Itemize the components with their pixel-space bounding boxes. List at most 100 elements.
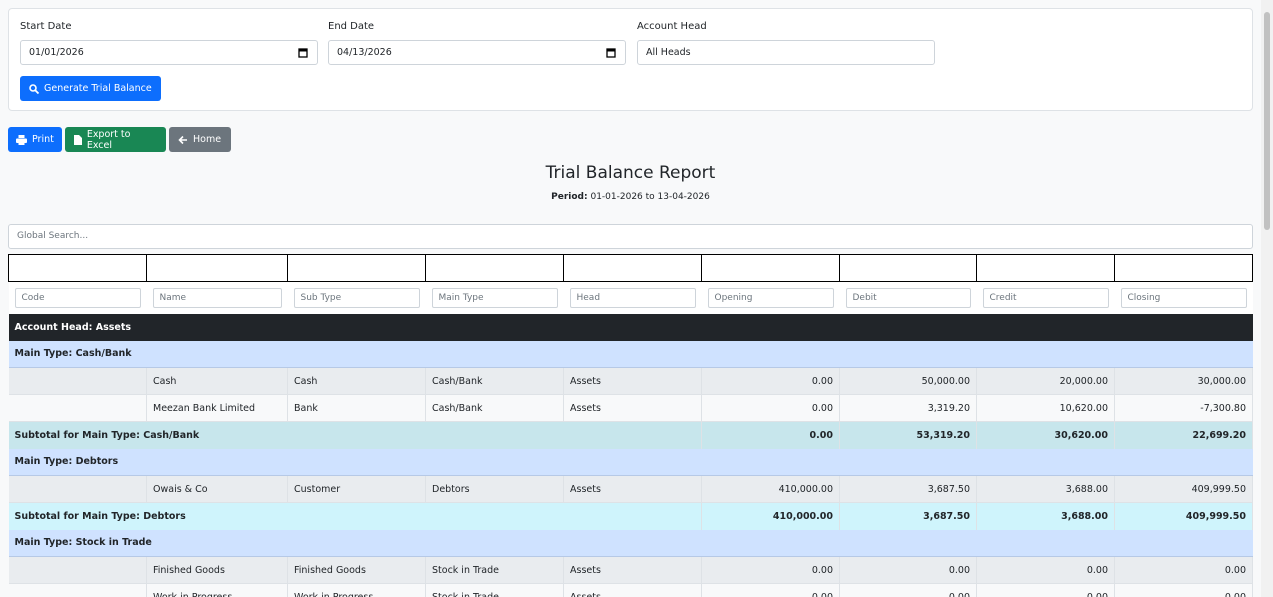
filter-cell: Name: [146, 281, 288, 314]
print-button[interactable]: Print: [8, 127, 62, 152]
end-date-label: End Date: [328, 21, 375, 32]
cell: Work in Progress: [287, 583, 426, 597]
account-head-select[interactable]: All Heads: [637, 40, 935, 65]
column-filter[interactable]: Debit: [845, 287, 971, 308]
cell: Assets: [563, 556, 702, 584]
cell: Meezan Bank Limited: [146, 394, 288, 422]
main-type-title: Main Type: Cash/Bank: [8, 340, 1253, 368]
header-cell: [563, 254, 702, 282]
filter-cell: Credit: [976, 281, 1115, 314]
start-date-input[interactable]: 01/01/2026: [20, 40, 318, 65]
subtotal-row: Subtotal for Main Type: Cash/Bank 0.00 53,…: [8, 421, 1253, 449]
amount-cell: 0.00: [1114, 583, 1253, 597]
end-date-input[interactable]: 04/13/2026: [328, 40, 626, 65]
code-cell: [8, 556, 147, 584]
period-label: Period:: [551, 192, 588, 202]
amount-cell: 20,000.00: [976, 367, 1115, 395]
cell: Bank: [287, 394, 426, 422]
cell: Assets: [563, 367, 702, 395]
header-row: [8, 254, 1253, 282]
cell: Stock in Trade: [425, 556, 564, 584]
start-date-label: Start Date: [20, 21, 72, 32]
column-filter[interactable]: Name: [152, 287, 282, 308]
main-type-row: Main Type: Stock in Trade: [8, 529, 1253, 557]
excel-icon: [74, 134, 82, 145]
scroll-thumb: [1264, 12, 1270, 230]
home-button[interactable]: Home: [169, 127, 231, 152]
cell: Cash: [146, 367, 288, 395]
subtotal-row: Subtotal for Main Type: Debtors 410,000.0…: [8, 502, 1253, 530]
subtotal-amount: 53,319.20: [839, 421, 977, 449]
account-head-title: Account Head: Assets: [8, 313, 1253, 341]
column-filter[interactable]: Head: [569, 287, 696, 308]
cell: Assets: [563, 475, 702, 503]
amount-cell: 50,000.00: [839, 367, 977, 395]
header-cell: [8, 254, 147, 282]
data-row: Owais & Co Customer Debtors Assets 410,000.0…: [8, 475, 1253, 503]
subtotal-amount: 0.00: [701, 421, 840, 449]
amount-cell: 10,620.00: [976, 394, 1115, 422]
global-search[interactable]: Global Search...: [8, 224, 1253, 249]
cell: Customer: [287, 475, 426, 503]
trial-balance-table: Code Name Sub Type Main Type Head Opening Debi…: [8, 254, 1253, 597]
report-period: Period: 01-01-2026 to 13-04-2026: [0, 192, 1261, 202]
column-filter[interactable]: Code: [14, 287, 141, 308]
amount-cell: 0.00: [976, 556, 1115, 584]
subtotal-amount: 30,620.00: [976, 421, 1115, 449]
filter-row: Code Name Sub Type Main Type Head Opening Debi…: [8, 281, 1253, 314]
amount-cell: 0.00: [701, 367, 840, 395]
column-filter[interactable]: Closing: [1120, 287, 1247, 308]
cell: Finished Goods: [287, 556, 426, 584]
amount-cell: 3,687.50: [839, 475, 977, 503]
calendar-icon: [606, 48, 616, 58]
generate-button[interactable]: Generate Trial Balance: [20, 76, 161, 101]
main-type-row: Main Type: Cash/Bank: [8, 340, 1253, 368]
amount-cell: 410,000.00: [701, 475, 840, 503]
code-cell: [8, 475, 147, 503]
code-cell: [8, 367, 147, 395]
cell: Assets: [563, 394, 702, 422]
account-head-row: Account Head: Assets: [8, 313, 1253, 341]
scrollbar: [1261, 0, 1273, 597]
amount-cell: 0.00: [976, 583, 1115, 597]
cell: Owais & Co: [146, 475, 288, 503]
filter-cell: Closing: [1114, 281, 1253, 314]
account-head-label: Account Head: [637, 21, 707, 32]
filter-cell: Opening: [701, 281, 840, 314]
end-date-value: 04/13/2026: [337, 47, 392, 58]
column-filter[interactable]: Main Type: [431, 287, 558, 308]
print-text: Print: [32, 134, 54, 145]
filter-cell: Main Type: [425, 281, 564, 314]
amount-cell: 30,000.00: [1114, 367, 1253, 395]
filter-cell: Sub Type: [287, 281, 426, 314]
amount-cell: 0.00: [839, 583, 977, 597]
period-value: 01-01-2026 to 13-04-2026: [590, 192, 710, 202]
print-icon: [16, 134, 27, 145]
column-filter[interactable]: Opening: [707, 287, 834, 308]
column-filter[interactable]: Credit: [982, 287, 1109, 308]
account-head-value: All Heads: [646, 47, 691, 58]
code-cell: [8, 394, 147, 422]
data-row: Cash Cash Cash/Bank Assets 0.00 50,000.00 20,0…: [8, 367, 1253, 395]
cell: Cash/Bank: [425, 394, 564, 422]
main-type-title: Main Type: Stock in Trade: [8, 529, 1253, 557]
header-cell: [1114, 254, 1253, 282]
subtotal-amount: 3,688.00: [976, 502, 1115, 530]
export-button[interactable]: Export to Excel: [65, 127, 166, 152]
calendar-icon: [298, 48, 308, 58]
subtotal-label: Subtotal for Main Type: Debtors: [8, 502, 702, 530]
header-cell: [287, 254, 426, 282]
home-text: Home: [193, 134, 222, 145]
amount-cell: 409,999.50: [1114, 475, 1253, 503]
cell: Work in Progress: [146, 583, 288, 597]
header-cell: [146, 254, 288, 282]
start-date-value: 01/01/2026: [29, 47, 84, 58]
subtotal-label: Subtotal for Main Type: Cash/Bank: [8, 421, 702, 449]
data-row: Work in Progress Work in Progress Stock in…: [8, 583, 1253, 597]
subtotal-amount: 22,699.20: [1114, 421, 1253, 449]
cell: Assets: [563, 583, 702, 597]
data-row: Finished Goods Finished Goods Stock in Tra…: [8, 556, 1253, 584]
header-cell: [701, 254, 840, 282]
column-filter[interactable]: Sub Type: [293, 287, 420, 308]
header-cell: [839, 254, 977, 282]
